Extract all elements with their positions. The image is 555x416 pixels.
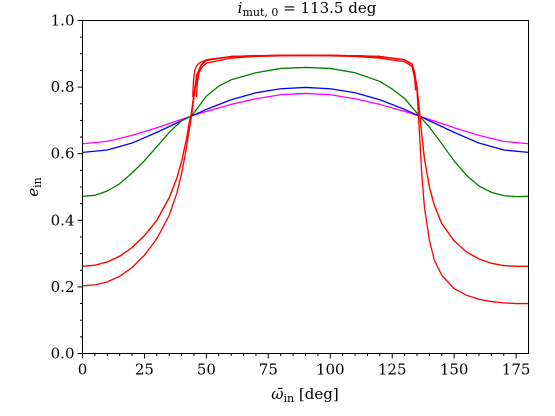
chart-title: imut, 0 = 113.5 deg [238,0,377,19]
x-axis-subscript: in [284,392,295,405]
y-tick-label-4: 0.8 [51,78,75,96]
x-tick-label-175: 175 [502,361,531,379]
x-tick-label-125: 125 [378,361,407,379]
y-tick-label-5: 1.0 [51,12,75,30]
x-tick-label-50: 50 [197,361,216,379]
y-tick-label-0: 0.0 [51,345,75,363]
x-axis-symbol: ω̄ [271,385,283,403]
chart-title-prefix: i [238,0,243,17]
x-tick-label-100: 100 [316,361,345,379]
series-line-6 [192,54,417,98]
series-line-8 [82,54,529,305]
plot-lines [82,54,529,305]
chart-title-suffix: = 113.5 deg [278,0,376,17]
x-tick-label-25: 25 [135,361,154,379]
axis-ticks: 0 25 50 75 100 125 150 175 0.0 0.2 0.4 0.6 0.8 1.0 [51,12,531,379]
y-tick-label-1: 0.2 [51,278,75,296]
y-axis-symbol: e [24,188,42,197]
y-axis-title: ein [24,177,44,197]
y-tick-label-3: 0.6 [51,145,75,163]
series-line-2 [82,86,529,154]
plot-frame [82,20,529,354]
x-tick-label-0: 0 [78,361,88,379]
y-tick-label-2: 0.4 [51,211,75,229]
x-tick-label-150: 150 [440,361,469,379]
chart-title-subscript: mut, 0 [242,6,278,19]
x-axis-suffix: [deg] [294,385,339,403]
x-tick-label-75: 75 [259,361,278,379]
y-axis-subscript: in [31,177,44,188]
x-axis-title: ω̄in [deg] [271,385,338,405]
series-line-3 [82,66,529,198]
series-line-1 [82,92,529,145]
series-line-7 [195,54,417,98]
